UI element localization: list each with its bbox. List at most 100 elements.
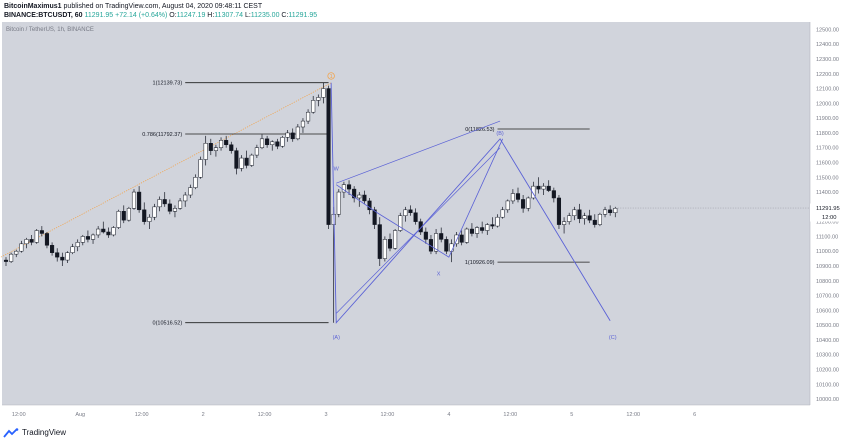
time-tick-label: Aug [75,412,85,418]
wave-label: (B) [496,131,504,137]
candle-body [377,224,382,259]
candle-body [546,185,551,191]
price-tick-label: 10900.00 [816,264,839,270]
candle-body [29,239,34,243]
time-tick-label: 5 [570,412,573,418]
channel-lower-line [335,147,501,314]
time-tick-label: 12:00 [503,412,517,418]
wave-label: W [334,166,340,172]
price-chart[interactable]: Bitcoin / TetherUS, 1h, BINANCE 12500.00 1… [0,22,850,426]
price-tick-label: 11200.00 [816,220,839,226]
candle-body [285,132,290,138]
candle-body [352,188,357,199]
candle-body [183,194,188,202]
candle-body [44,233,50,246]
candle-body [172,208,178,212]
candle-body [444,239,449,252]
candle-body [311,100,316,113]
candle-body [126,208,131,221]
time-tick-label: 12:00 [258,412,272,418]
time-tick-label: 12:00 [12,412,26,418]
candle-body [382,239,387,259]
candle-body [131,191,137,209]
candle-body [162,199,167,205]
candle-body [85,236,90,240]
candle-body [608,209,613,214]
candle-body [346,184,352,190]
fib-level-label: 0.786(11792.37) [142,132,182,138]
price-tick-label: 11900.00 [816,116,839,122]
candle-body [387,239,393,249]
price-tick-label: 10000.00 [816,397,839,403]
candle-body [193,177,198,188]
footer-brand: TradingView [22,428,67,437]
last-price-label: 11291.95 [816,206,840,212]
price-tick-label: 12100.00 [816,87,839,93]
candle-body [280,137,285,147]
wxy-wave-path [336,138,504,258]
candle-body [480,227,485,231]
candle-body [393,230,398,249]
price-tick-label: 11700.00 [816,146,839,152]
price-tick-label: 11500.00 [816,175,839,181]
candle-body [434,233,439,252]
candle-body [567,215,572,222]
candle-body [556,197,562,225]
candle-body [562,221,567,225]
price-tick-label: 10700.00 [816,294,839,300]
candle-body [449,243,454,252]
publish-info: BitcoinMaximus1 published on TradingView… [4,2,262,11]
price-tick-label: 10100.00 [816,382,839,388]
fib-level-label: 1(10926.09) [465,260,495,266]
candle-body [505,200,510,211]
time-tick-label: 12:00 [135,412,149,418]
candle-body [60,256,65,261]
candle-body [137,191,142,211]
candle-body [239,157,244,169]
candle-body [510,193,515,202]
price-tick-label: 10600.00 [816,308,839,314]
ohlc-open: O:11247.19 [169,12,206,19]
price-tick-label: 11600.00 [816,160,839,166]
candle-body [75,242,80,248]
candle-body [70,246,75,253]
candle-body [500,209,505,218]
candle-body [474,227,480,234]
candle-body [198,159,203,178]
candle-body [602,209,608,215]
candle-body [398,215,403,231]
candle-body [111,227,116,236]
price-tick-label: 11100.00 [816,234,838,240]
price-tick-label: 11000.00 [816,249,839,255]
ohlc-high: H:11307.74 [207,12,243,19]
candle-body [526,197,531,209]
candle-body [362,194,367,202]
price-tick-label: 12300.00 [816,57,839,63]
candle-body [495,216,500,227]
price-tick-label: 12500.00 [816,27,839,33]
candle-body [413,212,418,222]
candle-body [275,141,280,147]
candle-body [536,185,541,190]
candle-body [24,239,29,245]
price-tick-label: 12000.00 [816,101,839,107]
price-tick-label: 10500.00 [816,323,839,329]
price-change-readout: +72.14 (+0.64%) [115,12,168,19]
wave-label: (A) [333,335,341,341]
candle-body [218,140,224,148]
price-tick-label: 12200.00 [816,72,839,78]
wave-label: 1 [330,74,333,80]
candle-body [336,191,341,215]
fib-level-label: 1(12139.73) [153,81,183,87]
candle-body [265,138,270,145]
candle-body [167,203,172,212]
candle-body [178,200,183,209]
candle-body [551,190,556,199]
candle-body [521,199,526,209]
candle-body [101,228,106,233]
candle-body [295,126,300,140]
candle-body [34,230,39,243]
last-price-box [810,203,850,222]
candle-body [300,120,306,128]
last-price-countdown: 12:00 [822,215,837,221]
